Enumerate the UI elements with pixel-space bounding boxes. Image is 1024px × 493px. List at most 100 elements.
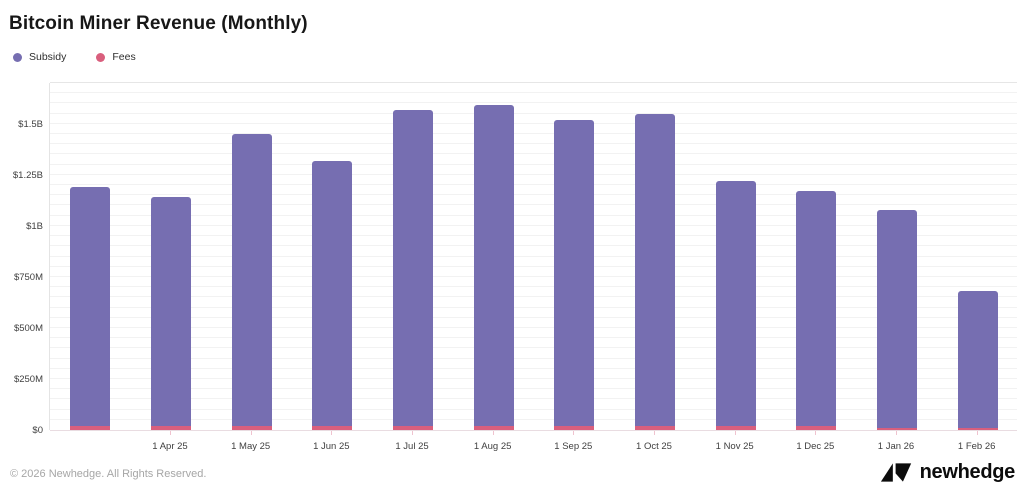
gridline bbox=[50, 398, 1017, 400]
x-axis-label: 1 Oct 25 bbox=[636, 441, 672, 452]
fees-segment bbox=[393, 425, 433, 430]
subsidy-dot-icon bbox=[13, 52, 22, 62]
x-axis-tick bbox=[170, 431, 171, 435]
gridline bbox=[50, 204, 1017, 206]
legend-item-subsidy[interactable]: Subsidy bbox=[13, 51, 66, 63]
bar-1-sep-25[interactable] bbox=[554, 83, 595, 430]
bar-1-aug-25[interactable] bbox=[473, 83, 514, 430]
y-axis-label: $250M bbox=[13, 373, 43, 385]
gridline bbox=[50, 224, 1017, 226]
gridline bbox=[50, 235, 1017, 237]
fees-segment bbox=[312, 425, 353, 430]
bar-1-may-25[interactable] bbox=[231, 83, 272, 430]
subsidy-segment bbox=[715, 180, 756, 426]
x-axis-tick bbox=[412, 431, 413, 435]
gridline bbox=[50, 153, 1017, 155]
gridline bbox=[50, 418, 1017, 420]
bar-1-jun-25[interactable] bbox=[312, 83, 353, 430]
x-axis-label: 1 Feb 26 bbox=[957, 441, 996, 452]
x-axis-label: 1 Nov 25 bbox=[715, 441, 754, 452]
bar-1-apr-25[interactable] bbox=[151, 83, 191, 430]
y-axis-label: $1B bbox=[26, 220, 43, 232]
x-axis-label: 1 May 25 bbox=[231, 441, 271, 452]
x-axis-label: 1 Jan 26 bbox=[877, 441, 915, 452]
gridline bbox=[50, 245, 1017, 247]
gridline bbox=[50, 112, 1017, 114]
gridline bbox=[50, 122, 1017, 124]
x-axis-tick bbox=[331, 431, 333, 435]
x-axis-tick bbox=[815, 431, 817, 435]
newhedge-logo-icon bbox=[880, 463, 911, 482]
x-axis-label: 1 Apr 25 bbox=[152, 441, 188, 452]
gridline bbox=[50, 275, 1017, 277]
y-axis-label: $750M bbox=[13, 271, 43, 283]
gridline bbox=[50, 102, 1017, 104]
fees-segment bbox=[957, 427, 998, 430]
subsidy-segment bbox=[877, 209, 917, 428]
subsidy-segment bbox=[554, 119, 595, 426]
newhedge-logo-text: newhedge bbox=[919, 461, 1016, 483]
bar-1-feb-26[interactable] bbox=[957, 83, 998, 430]
gridline bbox=[50, 184, 1017, 186]
fees-dot-icon bbox=[96, 52, 106, 62]
fees-segment bbox=[877, 427, 917, 430]
legend-item-fees[interactable]: Fees bbox=[96, 51, 136, 63]
copyright-text: © 2026 Newhedge. All Rights Reserved. bbox=[10, 468, 207, 480]
x-axis-label: 1 Sep 25 bbox=[554, 441, 593, 452]
gridline bbox=[50, 377, 1017, 379]
newhedge-logo[interactable]: newhedge bbox=[880, 461, 1015, 484]
gridline bbox=[50, 306, 1017, 308]
gridline bbox=[50, 316, 1017, 318]
fees-segment bbox=[554, 425, 595, 430]
fees-segment bbox=[473, 425, 514, 430]
y-axis-label: $1.25B bbox=[12, 169, 43, 181]
gridline bbox=[50, 326, 1017, 328]
chart-legend: Subsidy Fees bbox=[13, 51, 136, 63]
bar-1-oct-25[interactable] bbox=[635, 83, 675, 430]
subsidy-segment bbox=[393, 109, 433, 426]
x-axis-label: 1 Jun 25 bbox=[313, 441, 350, 452]
gridline bbox=[50, 388, 1017, 390]
gridline bbox=[50, 286, 1017, 288]
subsidy-segment bbox=[312, 160, 353, 426]
x-axis-tick bbox=[896, 431, 897, 435]
gridline bbox=[50, 357, 1017, 359]
fees-segment bbox=[231, 425, 272, 430]
bar-1-nov-25[interactable] bbox=[715, 83, 756, 430]
x-axis-label: 1 Jul 25 bbox=[395, 441, 429, 452]
x-axis-tick bbox=[734, 431, 736, 435]
fees-segment bbox=[151, 425, 191, 430]
gridline bbox=[50, 296, 1017, 298]
fees-segment bbox=[715, 425, 756, 430]
gridline bbox=[50, 265, 1017, 267]
bar-1-mar-25[interactable] bbox=[70, 83, 111, 430]
legend-label-fees: Fees bbox=[112, 51, 136, 63]
x-axis-tick bbox=[976, 431, 978, 435]
fees-segment bbox=[635, 425, 675, 430]
gridline bbox=[50, 92, 1017, 94]
bar-1-jan-26[interactable] bbox=[877, 83, 917, 430]
legend-label-subsidy: Subsidy bbox=[29, 51, 67, 63]
x-axis-tick bbox=[492, 431, 494, 435]
gridline bbox=[50, 82, 1017, 83]
y-axis-label: $500M bbox=[13, 322, 43, 334]
chart-title: Bitcoin Miner Revenue (Monthly) bbox=[9, 13, 308, 34]
gridline bbox=[50, 173, 1017, 175]
fees-segment bbox=[796, 425, 837, 430]
fees-segment bbox=[70, 425, 111, 430]
gridline bbox=[50, 143, 1017, 145]
gridline bbox=[50, 214, 1017, 216]
x-axis-tick bbox=[573, 431, 575, 435]
gridline bbox=[50, 133, 1017, 135]
subsidy-segment bbox=[957, 291, 998, 428]
gridline bbox=[50, 347, 1017, 349]
bar-1-dec-25[interactable] bbox=[796, 83, 837, 430]
bar-1-jul-25[interactable] bbox=[393, 83, 433, 430]
gridline bbox=[50, 337, 1017, 339]
x-axis-tick bbox=[654, 431, 655, 435]
x-axis-label: 1 Dec 25 bbox=[796, 441, 835, 452]
x-axis-baseline bbox=[50, 430, 1017, 431]
x-axis-tick bbox=[250, 431, 252, 435]
subsidy-segment bbox=[635, 113, 675, 426]
gridline bbox=[50, 408, 1017, 410]
